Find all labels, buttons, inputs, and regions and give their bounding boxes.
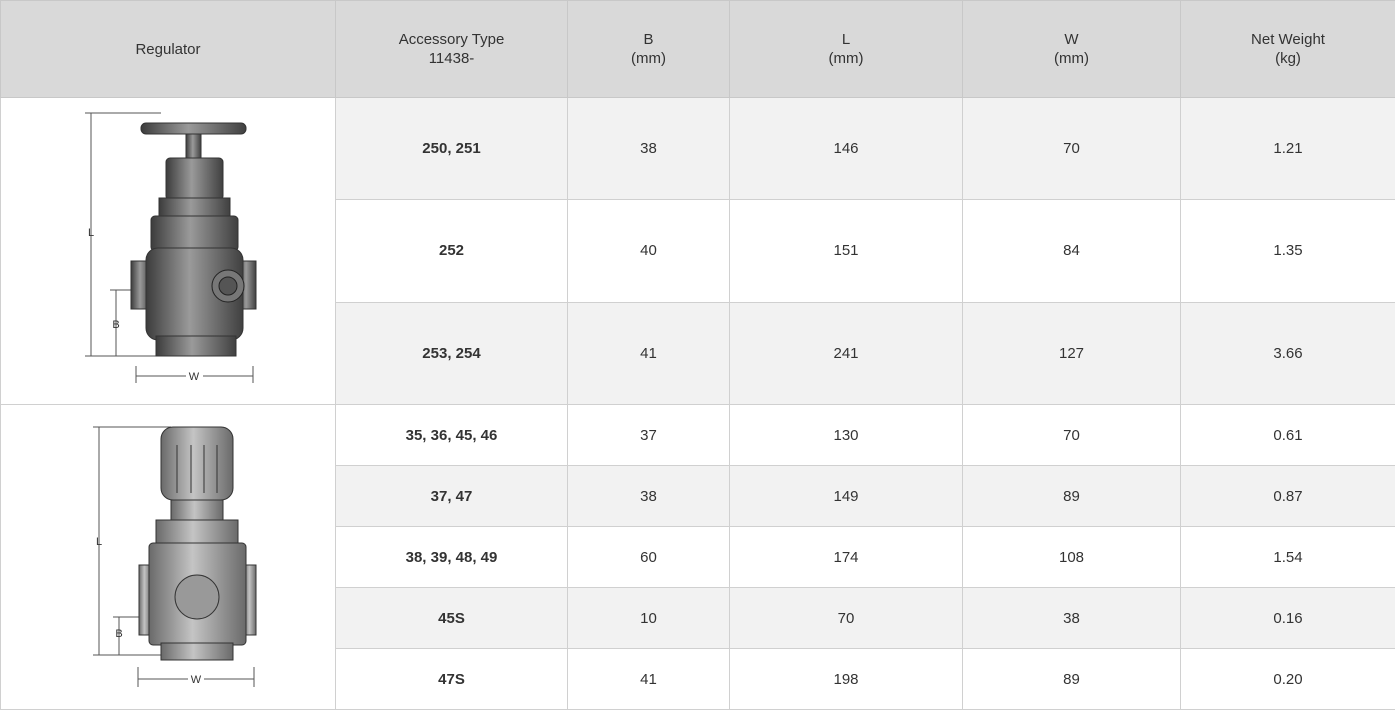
accessory-type: 253, 254 [336, 302, 568, 404]
value-cell: 1.35 [1181, 200, 1395, 302]
image-cell: L B W [1, 98, 336, 405]
header-text: (mm) [1054, 50, 1089, 67]
header-text: (mm) [631, 50, 666, 67]
accessory-type: 45S [336, 588, 568, 649]
page: RegulatorAccessory Type11438-B(mm)L(mm)W… [0, 0, 1395, 698]
header-cell: Net Weight (kg) [1181, 1, 1395, 98]
spec-table: RegulatorAccessory Type11438-B(mm)L(mm)W… [0, 0, 1395, 710]
header-cell: L (mm) [730, 1, 963, 98]
header-text: L [842, 31, 850, 48]
accessory-type: 38, 39, 48, 49 [336, 527, 568, 588]
value-cell: 41 [568, 649, 730, 710]
dimension-label: W [191, 674, 202, 686]
value-cell: 130 [730, 405, 963, 466]
value-cell: 241 [730, 302, 963, 404]
accessory-type: 252 [336, 200, 568, 302]
header-text: W [1064, 31, 1078, 48]
header-text: Accessory Type [399, 31, 505, 48]
dimension-label: B [112, 319, 119, 331]
value-cell: 0.61 [1181, 405, 1395, 466]
value-cell: 38 [963, 588, 1181, 649]
value-cell: 38 [568, 98, 730, 200]
header-cell: B (mm) [568, 1, 730, 98]
header-text: B [643, 31, 653, 48]
value-cell: 89 [963, 466, 1181, 527]
value-cell: 127 [963, 302, 1181, 404]
value-cell: 3.66 [1181, 302, 1395, 404]
accessory-type: 37, 47 [336, 466, 568, 527]
dimension-label: L [88, 227, 94, 239]
value-cell: 0.87 [1181, 466, 1395, 527]
dimension-label: W [189, 371, 200, 383]
value-cell: 108 [963, 527, 1181, 588]
value-cell: 70 [963, 405, 1181, 466]
value-cell: 1.21 [1181, 98, 1395, 200]
accessory-type: 250, 251 [336, 98, 568, 200]
value-cell: 60 [568, 527, 730, 588]
accessory-type: 35, 36, 45, 46 [336, 405, 568, 466]
header-text: Net Weight [1251, 31, 1325, 48]
value-cell: 149 [730, 466, 963, 527]
value-cell: 37 [568, 405, 730, 466]
value-cell: 84 [963, 200, 1181, 302]
value-cell: 10 [568, 588, 730, 649]
dimension-label: B [115, 628, 122, 640]
image-cell: L B W [1, 405, 336, 710]
header-cell: W (mm) [963, 1, 1181, 98]
accessory-type: 47S [336, 649, 568, 710]
header-text: (kg) [1275, 50, 1301, 67]
value-cell: 151 [730, 200, 963, 302]
value-cell: 0.16 [1181, 588, 1395, 649]
value-cell: 70 [963, 98, 1181, 200]
value-cell: 70 [730, 588, 963, 649]
value-cell: 41 [568, 302, 730, 404]
value-cell: 174 [730, 527, 963, 588]
header-text: (mm) [829, 50, 864, 67]
value-cell: 198 [730, 649, 963, 710]
value-cell: 146 [730, 98, 963, 200]
regulator-drawing: L B W [1, 405, 336, 705]
value-cell: 38 [568, 466, 730, 527]
value-cell: 0.20 [1181, 649, 1395, 710]
header-cell: Accessory Type 11438- [336, 1, 568, 98]
value-cell: 40 [568, 200, 730, 302]
value-cell: 89 [963, 649, 1181, 710]
regulator-drawing: L B W [1, 98, 336, 400]
dimension-label: L [96, 536, 102, 548]
value-cell: 1.54 [1181, 527, 1395, 588]
header-text: Regulator [135, 41, 200, 58]
header-text: 11438- [429, 50, 475, 67]
header-cell: Regulator [1, 1, 336, 98]
